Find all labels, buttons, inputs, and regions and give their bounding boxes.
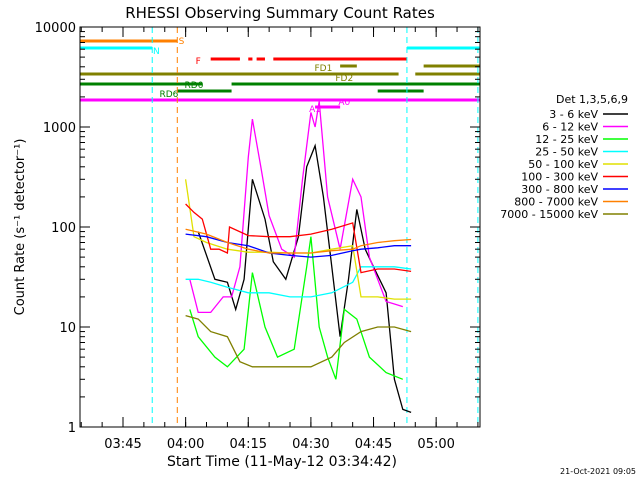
flag-bar-label: N <box>153 47 160 57</box>
flag-bar-label: RD0 <box>185 81 204 91</box>
series-line <box>185 314 412 368</box>
flag-bar-label: FD1 <box>315 64 333 74</box>
x-tick-label: 04:00 <box>167 437 204 452</box>
flag-bar-label: FD2 <box>335 74 353 84</box>
y-tick-label: 10 <box>59 321 76 336</box>
y-tick-label: 10000 <box>35 21 76 36</box>
series-line <box>197 143 412 414</box>
flag-bar-label: F <box>196 57 201 67</box>
legend-label: 100 - 300 keV <box>521 171 598 184</box>
x-tick-label: 04:30 <box>292 437 329 452</box>
series-line <box>189 101 403 314</box>
series-line <box>185 266 412 298</box>
footer-timestamp: 21-Oct-2021 09:05 <box>560 467 636 476</box>
legend-label: 3 - 6 keV <box>549 108 598 121</box>
y-tick-label: 1000 <box>43 121 76 136</box>
legend-label: 800 - 7000 keV <box>514 196 598 209</box>
y-tick-label: 100 <box>51 221 76 236</box>
legend-label: 25 - 50 keV <box>535 146 598 159</box>
legend-label: 50 - 100 keV <box>528 158 598 171</box>
legend-label: 12 - 25 keV <box>535 133 598 146</box>
series-line <box>189 236 404 380</box>
series-group <box>184 101 412 414</box>
legend-title: Det 1,3,5,6,9 <box>556 93 628 106</box>
series-line <box>185 228 412 254</box>
series-line <box>185 203 412 274</box>
legend-label: 300 - 800 keV <box>521 183 598 196</box>
flag-bar-label: S <box>179 37 185 47</box>
x-tick-label: 05:00 <box>417 437 454 452</box>
flag-bar-label: RD6 <box>159 90 178 100</box>
flag-bar-label: A0 <box>338 98 350 108</box>
legend-label: 6 - 12 keV <box>542 121 598 134</box>
y-tick-label: 1 <box>68 421 76 436</box>
flag-bar-label: A1 <box>309 105 321 115</box>
y-axis-label: Count Rate (s⁻¹ detector⁻¹) <box>13 139 28 316</box>
legend-label: 7000 - 15000 keV <box>500 208 598 221</box>
x-tick-label: 04:45 <box>355 437 392 452</box>
x-axis-label: Start Time (11-May-12 03:34:42) <box>167 454 397 470</box>
chart-title: RHESSI Observing Summary Count Rates <box>125 4 435 22</box>
x-tick-label: 03:45 <box>104 437 141 452</box>
x-tick-label: 04:15 <box>230 437 267 452</box>
axes: 1 10 100 1000 10000 03:45 04:00 04:15 04:30 04:45… <box>35 21 480 452</box>
